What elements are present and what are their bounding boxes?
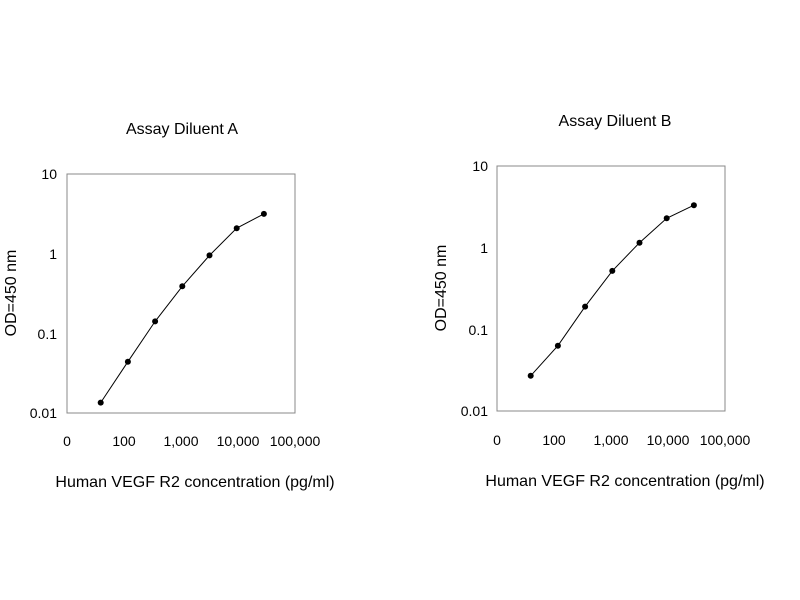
chart-a-y-tick-0-01: 0.01: [30, 405, 57, 421]
chart-b-y-tick-1: 1: [480, 240, 488, 256]
chart-b-x-tick-100: 100: [542, 432, 566, 448]
chart-a-data-point-5: [233, 225, 240, 232]
chart-panel-a: Assay Diluent A 10 1 0.1 0.01 0 100 1,00…: [3, 121, 335, 491]
chart-a-x-tick-1000: 1,000: [163, 433, 198, 449]
chart-a-x-tick-100: 100: [112, 433, 136, 449]
chart-b-series-line: [530, 204, 695, 377]
chart-b-data-point-1: [554, 342, 561, 349]
chart-a-data-point-3: [179, 283, 186, 290]
chart-a-plot-frame: [66, 173, 296, 414]
chart-b-x-tick-1000: 1,000: [593, 432, 628, 448]
chart-b-data-point-4: [636, 239, 643, 246]
chart-b-y-tick-10: 10: [472, 158, 488, 174]
chart-a-y-tick-0-1: 0.1: [38, 326, 58, 342]
chart-a-x-tick-0: 0: [63, 433, 71, 449]
chart-a-data-point-0: [97, 399, 104, 406]
chart-b-x-tick-100000: 100,000: [700, 432, 751, 448]
chart-b-x-tick-0: 0: [493, 432, 501, 448]
chart-a-series-line: [100, 213, 265, 403]
chart-a-x-tick-10000: 10,000: [217, 433, 260, 449]
chart-a-x-axis-label: Human VEGF R2 concentration (pg/ml): [55, 474, 334, 491]
chart-b-y-tick-0-01: 0.01: [461, 403, 488, 419]
chart-b-x-axis-label: Human VEGF R2 concentration (pg/ml): [485, 473, 764, 490]
chart-a-data-point-4: [206, 252, 213, 259]
chart-b-plot-frame: [496, 165, 726, 412]
chart-b-series-0: [527, 202, 697, 379]
chart-panel-b: Assay Diluent B 10 1 0.1 0.01 0 100 1,00…: [433, 113, 765, 490]
chart-b-data-point-3: [609, 267, 616, 274]
chart-b-x-tick-10000: 10,000: [647, 432, 690, 448]
chart-b-data-point-5: [663, 215, 670, 222]
chart-a-data-point-6: [260, 210, 267, 217]
chart-a-data-point-1: [124, 358, 131, 365]
chart-b-title: Assay Diluent B: [559, 113, 672, 130]
chart-a-y-tick-10: 10: [41, 166, 57, 182]
chart-a-series-0: [97, 210, 267, 406]
chart-a-y-axis-label: OD=450 nm: [3, 250, 20, 337]
chart-b-data-point-0: [527, 372, 534, 379]
chart-a-title: Assay Diluent A: [126, 121, 238, 138]
chart-a-data-point-2: [152, 318, 159, 325]
chart-b-y-tick-0-1: 0.1: [469, 322, 489, 338]
chart-a-y-tick-1: 1: [49, 246, 57, 262]
chart-b-data-point-6: [690, 202, 697, 209]
chart-b-y-axis-label: OD=450 nm: [433, 245, 450, 332]
chart-b-data-point-2: [582, 303, 589, 310]
chart-a-x-tick-100000: 100,000: [270, 433, 321, 449]
